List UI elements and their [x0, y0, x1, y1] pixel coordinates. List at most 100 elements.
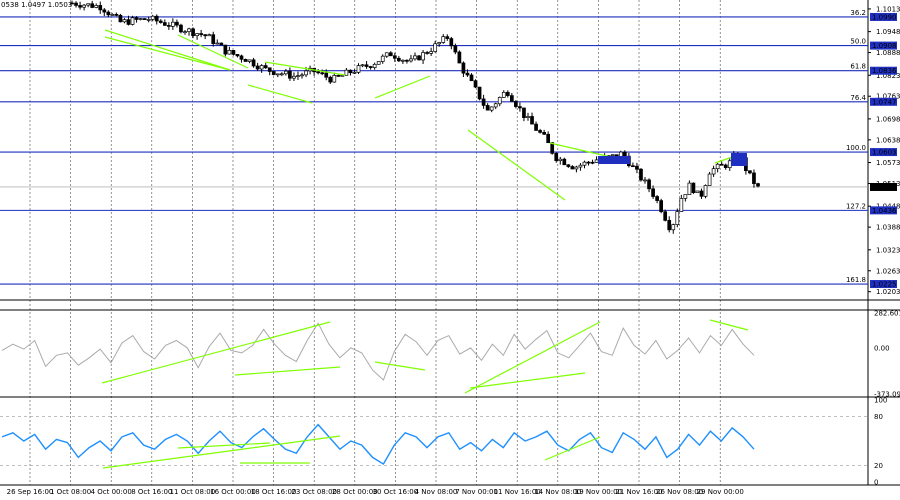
- candle-body: [82, 4, 86, 8]
- candle-body: [558, 158, 563, 161]
- price-tick-label: 1.0323: [876, 246, 900, 254]
- candle-body: [586, 161, 591, 164]
- time-tick-label: 29 Nov 00:00: [697, 488, 744, 496]
- price-tick-label: 1.0888: [876, 49, 900, 57]
- candle-body: [719, 163, 724, 166]
- candle-body: [413, 55, 417, 60]
- fib-level-label: 36.2: [850, 9, 866, 17]
- candle-body: [429, 51, 433, 54]
- candle-body: [505, 91, 510, 96]
- candle-body: [723, 164, 728, 168]
- trendline: [264, 61, 346, 76]
- candle-body: [78, 5, 82, 8]
- candle-body: [158, 20, 163, 23]
- fib-level-label: 76.4: [850, 94, 866, 102]
- grid: [0, 0, 900, 486]
- candle-body: [667, 220, 672, 231]
- candle-body: [457, 51, 462, 64]
- candle-body: [360, 64, 365, 67]
- oscillator-divergence-line: [709, 319, 749, 331]
- trendline: [549, 142, 616, 159]
- candle-body: [509, 95, 514, 102]
- candle-body: [203, 34, 208, 37]
- price-tick-label: 1.1013: [876, 5, 900, 13]
- candle-body: [324, 72, 329, 78]
- candle-body: [251, 59, 256, 67]
- candle-body: [453, 45, 458, 53]
- oscillator-divergence-line: [374, 361, 426, 371]
- candle-body: [477, 86, 482, 100]
- candle-body: [401, 59, 405, 62]
- candle-body: [534, 123, 538, 131]
- candle-body: [162, 22, 167, 26]
- candle-body: [405, 59, 409, 62]
- candle-body: [675, 211, 680, 226]
- candle-body: [469, 74, 474, 82]
- candle-body: [655, 196, 659, 201]
- rsi-tick-label: 0: [874, 479, 878, 487]
- candle-body: [340, 74, 345, 77]
- zone-marker: [731, 153, 747, 166]
- candle-body: [578, 164, 583, 168]
- time-tick-label: 16 Oct 00:00: [210, 488, 256, 496]
- oscillator-tick-label: 0.00: [874, 344, 890, 352]
- candle-body: [643, 179, 647, 182]
- candle-body: [368, 66, 373, 68]
- candle-body: [352, 71, 357, 74]
- candle-body: [388, 52, 393, 57]
- time-tick-label: 11 Nov 16:00: [494, 488, 541, 496]
- oscillator-line: [1, 322, 755, 381]
- rsi-tick-label: 100: [874, 397, 887, 405]
- fib-price-tag: [870, 280, 897, 289]
- fib-level-label: 100.0: [846, 144, 866, 152]
- candle-body: [489, 106, 494, 111]
- candle-body: [554, 152, 559, 161]
- fib-price-tag-text: 1.0990: [872, 13, 897, 21]
- candle-body: [481, 98, 486, 106]
- fib-level-label: 50.0: [850, 38, 866, 46]
- candle-body: [320, 72, 325, 75]
- candle-body: [437, 42, 442, 45]
- candle-body: [130, 17, 135, 25]
- candle-body: [90, 3, 95, 8]
- candle-body: [384, 52, 389, 57]
- candle-body: [211, 34, 216, 45]
- fib-price-tag-text: 1.0747: [872, 98, 897, 106]
- trendline: [177, 34, 249, 69]
- candle-body: [259, 65, 264, 70]
- candle-body: [191, 28, 195, 37]
- oscillator-divergence-line: [101, 321, 331, 384]
- candle-body: [392, 55, 397, 59]
- candle-body: [449, 38, 454, 47]
- candle-body: [114, 14, 119, 16]
- candle-body: [497, 97, 502, 105]
- candle-body: [348, 69, 353, 74]
- time-tick-label: 26 Nov 08:00: [656, 488, 703, 496]
- candle-body: [126, 19, 131, 25]
- price-tick-label: 1.0388: [876, 224, 900, 232]
- candle-body: [493, 103, 498, 108]
- last-price-tag: [870, 182, 897, 191]
- candle-body: [364, 64, 369, 67]
- price-tick-label: 1.0263: [876, 267, 900, 275]
- candle-body: [332, 75, 337, 83]
- candle-body: [671, 224, 676, 231]
- trendline: [247, 84, 313, 104]
- candle-body: [183, 31, 187, 33]
- candle-body: [699, 190, 704, 197]
- time-tick-label: 11 Oct 08:00: [170, 488, 216, 496]
- candle-body: [292, 75, 296, 79]
- candle-body: [663, 211, 668, 221]
- candle-body: [118, 14, 123, 23]
- candle-body: [425, 52, 429, 54]
- candle-body: [296, 75, 300, 77]
- fib-price-tag-text: 1.0225: [872, 281, 897, 289]
- candle-body: [748, 170, 752, 174]
- rsi-line: [1, 423, 755, 465]
- candle-body: [279, 73, 284, 76]
- price-tick-label: 1.0203: [876, 288, 900, 296]
- candle-body: [409, 58, 413, 62]
- candle-body: [207, 34, 212, 37]
- candle-body: [639, 168, 643, 181]
